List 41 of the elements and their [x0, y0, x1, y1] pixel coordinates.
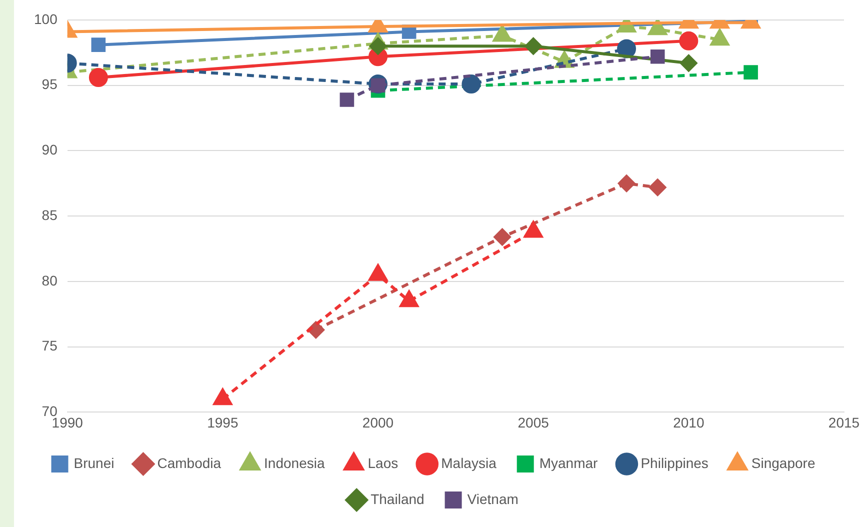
legend-label: Philippines — [640, 454, 708, 471]
point — [524, 38, 542, 55]
legend-label: Myanmar — [539, 454, 598, 471]
legend-label: Thailand — [370, 490, 424, 507]
y-tick-label: 90 — [42, 142, 58, 158]
y-tick-label: 80 — [42, 272, 58, 288]
point — [400, 290, 418, 308]
x-tick-label: 2005 — [518, 414, 550, 430]
x-tick-label: 1995 — [207, 414, 238, 430]
x-tick-label: 2015 — [828, 414, 860, 430]
point — [462, 74, 481, 94]
legend-label: Indonesia — [264, 454, 325, 471]
point — [213, 388, 232, 406]
y-tick-label: 85 — [42, 206, 58, 223]
point — [650, 49, 665, 64]
point — [494, 228, 511, 246]
legend-label: Vietnam — [467, 490, 518, 507]
y-tick-label: 100 — [34, 10, 58, 27]
legend-label: Singapore — [751, 454, 816, 471]
point — [370, 38, 387, 55]
point — [307, 321, 324, 338]
legend-label: Laos — [368, 454, 398, 471]
point — [368, 264, 388, 281]
point — [649, 178, 666, 196]
point — [340, 92, 354, 107]
point — [617, 39, 636, 58]
point — [618, 174, 636, 192]
point — [680, 54, 698, 72]
point — [88, 68, 108, 88]
point — [524, 221, 543, 238]
legend-label: Malaysia — [441, 454, 497, 471]
x-tick-label: 2010 — [673, 414, 704, 430]
point — [91, 38, 106, 52]
point — [744, 65, 758, 80]
x-tick-label: 2000 — [362, 414, 394, 430]
point — [679, 31, 698, 50]
legend-label: Brunei — [74, 454, 114, 471]
y-tick-label: 70 — [42, 403, 58, 420]
y-tick-label: 75 — [42, 338, 58, 354]
legend-label: Cambodia — [157, 454, 222, 471]
y-tick-label: 95 — [42, 76, 58, 92]
